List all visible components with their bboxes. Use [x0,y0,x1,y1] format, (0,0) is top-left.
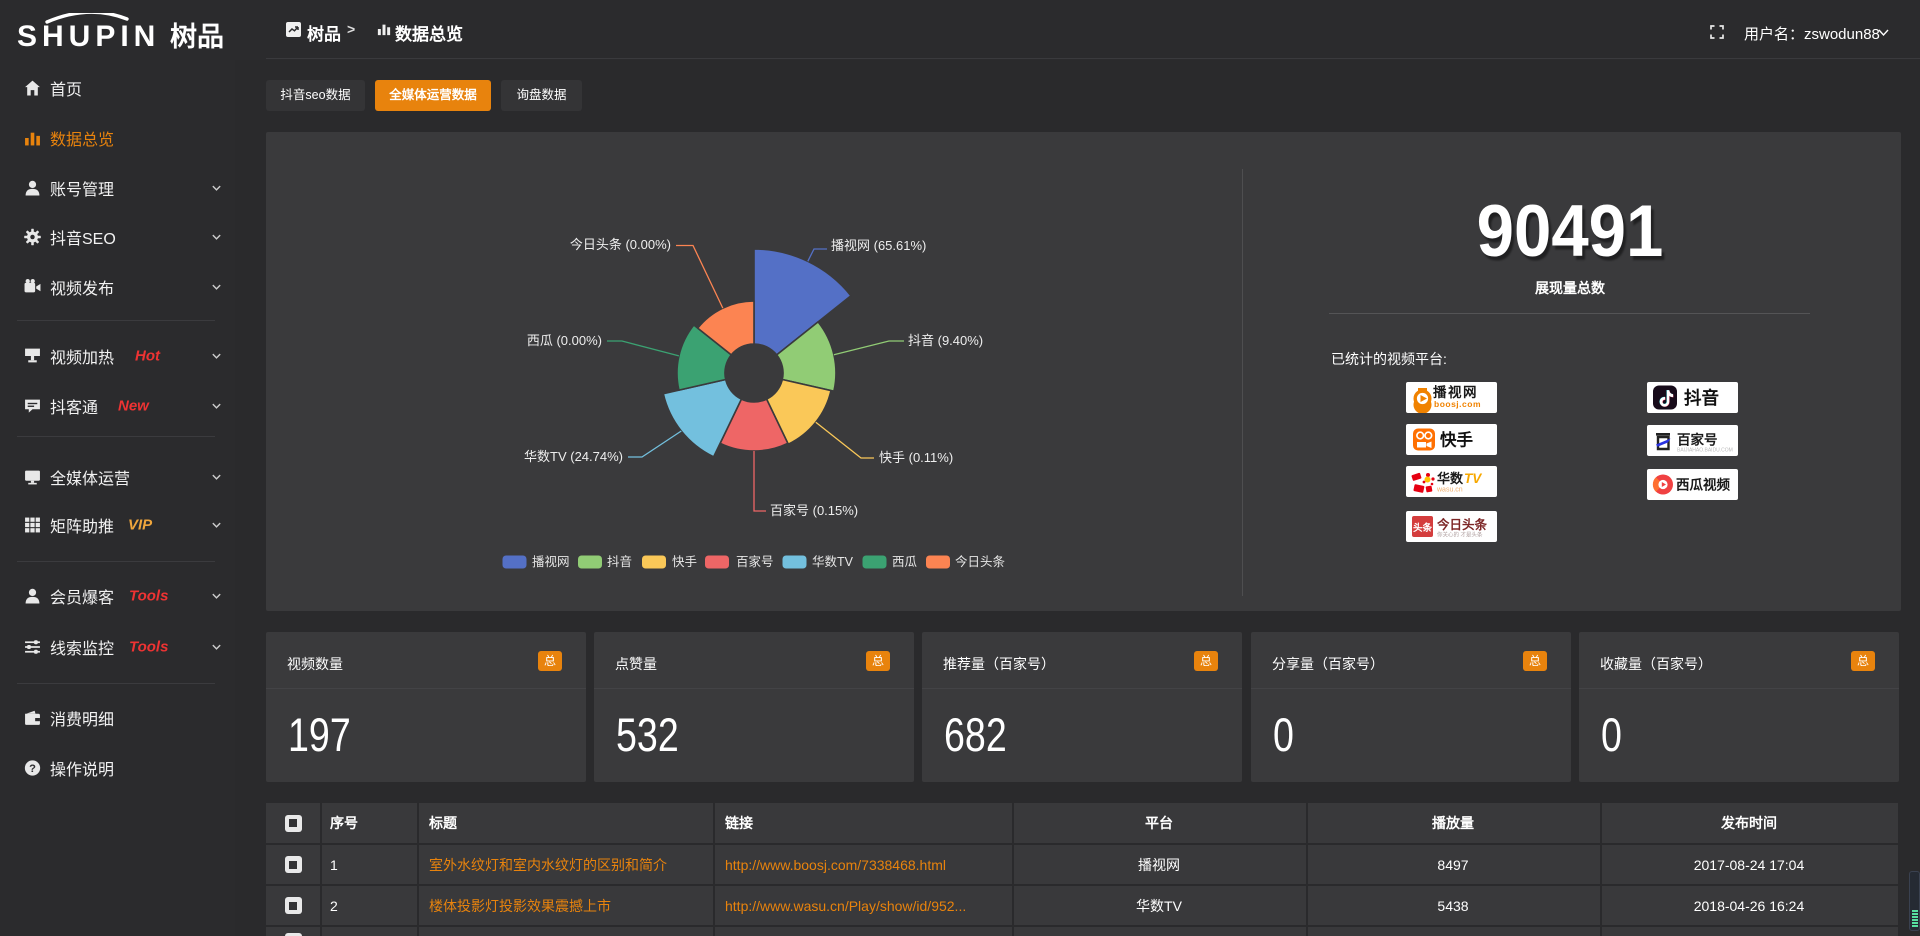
svg-text:BAIJIAHAO.BAIDU.COM: BAIJIAHAO.BAIDU.COM [1677,448,1733,454]
svg-text:boosj.com: boosj.com [1434,399,1481,409]
svg-text:百家号: 百家号 [736,554,774,569]
svg-text:TV: TV [1464,471,1482,486]
svg-text:百家号: 百家号 [1677,432,1718,448]
svg-text:你关心的 才是头条: 你关心的 才是头条 [1437,531,1483,539]
svg-text:SHUPIN: SHUPIN [17,20,160,53]
svg-text:华数TV: 华数TV [812,554,854,569]
svg-text:播视网 (65.61%): 播视网 (65.61%) [831,238,926,253]
svg-text:抖音: 抖音 [607,554,632,569]
svg-text:西瓜: 西瓜 [892,555,918,569]
svg-text:今日头条 (0.00%): 今日头条 (0.00%) [570,237,671,252]
svg-text:播视网: 播视网 [532,554,570,569]
svg-text:今日头条: 今日头条 [955,554,1006,569]
svg-text:快手: 快手 [1440,430,1474,450]
svg-text:今日头条: 今日头条 [1436,517,1488,532]
svg-text:?: ? [29,763,36,775]
svg-text:wasu.cn: wasu.cn [1436,487,1463,494]
svg-text:抖音 (9.40%): 抖音 (9.40%) [908,333,983,348]
svg-text:快手 (0.11%): 快手 (0.11%) [879,450,953,465]
svg-text:华数TV (24.74%): 华数TV (24.74%) [524,449,623,464]
svg-text:西瓜 (0.00%): 西瓜 (0.00%) [527,333,602,348]
svg-text:百家号 (0.15%): 百家号 (0.15%) [770,503,858,518]
svg-text:华数: 华数 [1437,471,1464,486]
svg-text:抖音: 抖音 [1684,388,1719,408]
svg-text:播视网: 播视网 [1433,384,1478,400]
svg-text:快手: 快手 [672,555,697,569]
svg-text:树品: 树品 [170,22,224,52]
svg-text:西瓜视频: 西瓜视频 [1676,477,1730,493]
svg-text:头条: 头条 [1413,522,1433,534]
